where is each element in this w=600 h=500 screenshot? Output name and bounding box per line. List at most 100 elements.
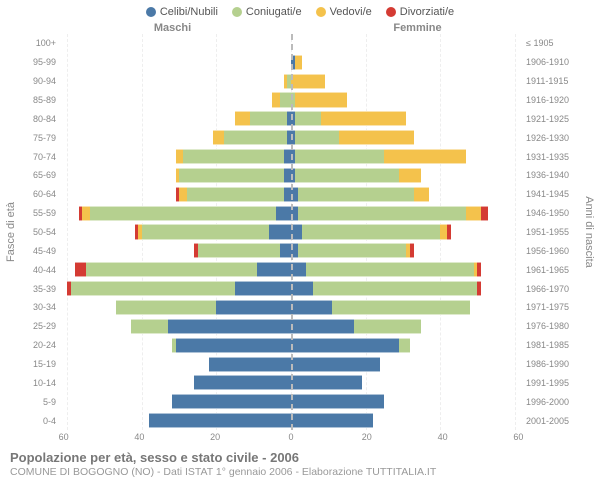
male-half [60, 53, 291, 72]
pyramid-row [60, 411, 522, 430]
male-half [60, 355, 291, 374]
female-bar [291, 55, 522, 70]
y-labels-birth: ≤ 19051906-19101911-19151916-19201921-19… [522, 34, 582, 430]
bar-segment [291, 74, 325, 89]
age-label: 100+ [18, 34, 56, 53]
x-tick-label: 0 [288, 432, 293, 442]
birth-label: 1981-1985 [526, 336, 582, 355]
bar-segment [321, 111, 407, 126]
x-tick-label: 20 [210, 432, 220, 442]
female-bar [291, 187, 522, 202]
bar-segment [481, 206, 488, 221]
gender-labels: Maschi Femmine [0, 22, 600, 34]
bar-segment [291, 187, 298, 202]
female-bar [291, 206, 522, 221]
bar-segment [86, 262, 257, 277]
bar-segment [235, 111, 250, 126]
bar-segment [291, 394, 384, 409]
female-bar [291, 224, 522, 239]
female-bar [291, 130, 522, 145]
male-bar [60, 187, 291, 202]
age-label: 70-74 [18, 147, 56, 166]
female-half [291, 355, 522, 374]
female-bar [291, 243, 522, 258]
birth-label: 1936-1940 [526, 166, 582, 185]
female-half [291, 260, 522, 279]
bar-segment [399, 168, 421, 183]
bar-segment [298, 243, 406, 258]
bar-segment [179, 187, 186, 202]
bar-segment [131, 319, 168, 334]
pyramid-row [60, 166, 522, 185]
bar-segment [399, 338, 410, 353]
male-half [60, 298, 291, 317]
age-label: 25-29 [18, 317, 56, 336]
legend-label-celibi: Celibi/Nubili [160, 6, 218, 18]
bar-segment [168, 319, 291, 334]
x-tick-label: 40 [134, 432, 144, 442]
bar-segment [116, 300, 217, 315]
pyramid-row [60, 91, 522, 110]
female-half [291, 223, 522, 242]
male-bar [60, 262, 291, 277]
bar-segment [291, 243, 298, 258]
male-bar [60, 338, 291, 353]
male-half [60, 241, 291, 260]
male-half [60, 185, 291, 204]
bar-segment [302, 224, 440, 239]
bar-segment [187, 187, 284, 202]
bar-segment [291, 281, 313, 296]
bar-segment [410, 243, 414, 258]
pyramid-row [60, 109, 522, 128]
female-half [291, 128, 522, 147]
pyramid-row [60, 72, 522, 91]
bar-segment [179, 168, 283, 183]
female-half [291, 411, 522, 430]
legend-label-coniugati: Coniugati/e [246, 6, 302, 18]
birth-label: 1976-1980 [526, 317, 582, 336]
male-half [60, 91, 291, 110]
male-bar [60, 281, 291, 296]
age-label: 45-49 [18, 241, 56, 260]
bar-segment [176, 149, 183, 164]
birth-label: 1961-1965 [526, 260, 582, 279]
pyramid-row [60, 260, 522, 279]
male-bar [60, 413, 291, 428]
male-half [60, 128, 291, 147]
female-half [291, 109, 522, 128]
birth-label: 1986-1990 [526, 355, 582, 374]
bar-segment [466, 206, 481, 221]
male-half [60, 279, 291, 298]
male-half [60, 260, 291, 279]
bar-segment [280, 92, 291, 107]
chart-body: Fasce di età 100+95-9990-9485-8980-8475-… [0, 34, 600, 430]
birth-label: 1906-1910 [526, 53, 582, 72]
bar-segment [198, 243, 280, 258]
bar-segment [142, 224, 269, 239]
male-bar [60, 74, 291, 89]
bar-segment [272, 92, 279, 107]
pyramid-row [60, 392, 522, 411]
bar-segment [276, 206, 291, 221]
pyramid-row [60, 373, 522, 392]
age-label: 60-64 [18, 185, 56, 204]
bar-segment [291, 338, 399, 353]
bar-segment [284, 168, 291, 183]
bar-segment [250, 111, 287, 126]
axis-title-right: Anni di nascita [582, 34, 596, 430]
bar-segment [284, 187, 291, 202]
birth-label: 1956-1960 [526, 241, 582, 260]
male-half [60, 317, 291, 336]
female-bar [291, 92, 522, 107]
female-half [291, 91, 522, 110]
male-bar [60, 357, 291, 372]
pyramid-row [60, 336, 522, 355]
pyramid-row [60, 204, 522, 223]
male-bar [60, 92, 291, 107]
legend-label-vedovi: Vedovi/e [330, 6, 372, 18]
bar-segment [295, 149, 384, 164]
male-bar [60, 36, 291, 51]
pyramid-row [60, 279, 522, 298]
plot-area [60, 34, 522, 430]
pyramid-row [60, 53, 522, 72]
